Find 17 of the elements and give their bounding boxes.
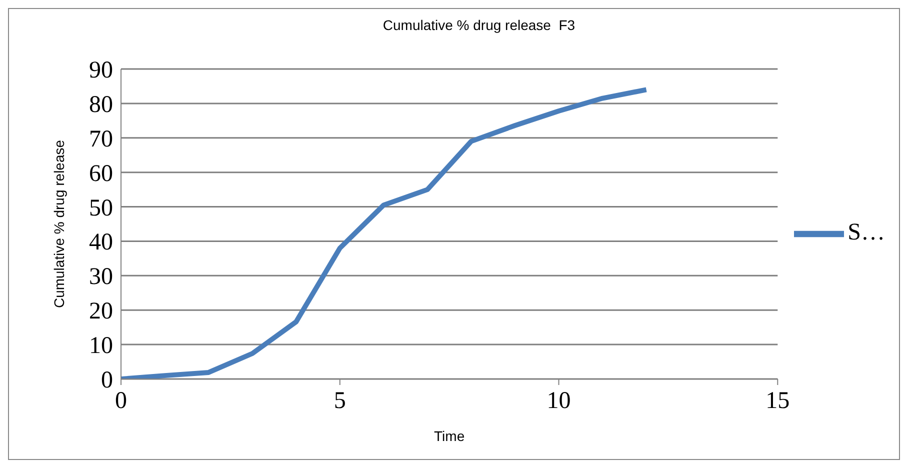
y-tick-label: 30 [89, 264, 113, 290]
y-tick-label: 40 [89, 230, 113, 256]
y-tick-label: 20 [89, 298, 113, 325]
x-tick-label: 15 [766, 388, 790, 414]
y-tick-label: 70 [89, 126, 113, 152]
chart-title: Cumulative % drug release F3 [382, 17, 576, 33]
y-tick-label: 80 [89, 92, 113, 118]
y-tick-label: 60 [89, 160, 113, 187]
y-tick-label: 10 [89, 333, 113, 360]
y-tick-label: 90 [89, 58, 113, 84]
x-axis-title: Time [434, 428, 465, 444]
legend-label: S… [848, 220, 885, 246]
y-tick-label: 0 [101, 368, 113, 394]
x-tick-label: 10 [546, 388, 571, 414]
x-tick-label: 5 [334, 388, 346, 414]
y-tick-label: 50 [89, 195, 113, 222]
y-axis-title: Cumulative % drug release [50, 140, 67, 308]
